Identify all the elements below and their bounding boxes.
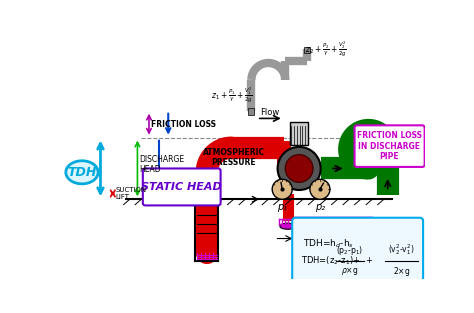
Text: TDH=(z$_2$-z$_1$)+: TDH=(z$_2$-z$_1$)+ [301,254,361,267]
Circle shape [310,179,330,199]
Text: $\rho$$\times$g: $\rho$$\times$g [341,265,359,277]
Text: 2$\times$g: 2$\times$g [393,265,410,278]
Text: ATMOSPHERIC
PRESSURE: ATMOSPHERIC PRESSURE [202,148,265,167]
Text: TDH=h$_d$-h$_s$: TDH=h$_d$-h$_s$ [303,238,354,250]
Text: (v$_2^2$-v$_1^2$): (v$_2^2$-v$_1^2$) [388,242,415,257]
Text: STATIC HEAD: STATIC HEAD [141,182,222,192]
Text: SUCTION
LIFT: SUCTION LIFT [115,187,146,200]
Circle shape [272,179,292,199]
Bar [290,122,309,145]
Ellipse shape [66,161,98,184]
Text: TDH: TDH [67,166,97,179]
Bar [248,108,255,115]
Text: DISCHARGE
HEAD: DISCHARGE HEAD [140,155,185,174]
Text: $z_1+\frac{P_1}{\gamma}+\frac{V_1^2}{2g}$: $z_1+\frac{P_1}{\gamma}+\frac{V_1^2}{2g}… [211,85,253,105]
Text: FRICTION LOSS: FRICTION LOSS [151,120,216,129]
FancyBboxPatch shape [293,218,374,259]
Circle shape [278,147,321,190]
Ellipse shape [280,223,295,229]
Text: FRICTION LOSS
IN DISCHARGE
PIPE: FRICTION LOSS IN DISCHARGE PIPE [357,131,422,161]
Text: (p$_2$-p$_1$): (p$_2$-p$_1$) [337,244,364,257]
FancyBboxPatch shape [355,125,425,167]
Text: p₁: p₁ [277,202,287,212]
Text: FRICTION LOSS
IN SUCTION
PIPE: FRICTION LOSS IN SUCTION PIPE [301,223,366,254]
FancyBboxPatch shape [292,218,423,282]
Text: Flow: Flow [260,108,280,117]
Text: p₂: p₂ [315,202,325,212]
Text: $z_2+\frac{P_2}{\gamma}+\frac{V_2^2}{2g}$: $z_2+\frac{P_2}{\gamma}+\frac{V_2^2}{2g}… [305,39,347,59]
Text: +: + [365,256,372,265]
Circle shape [285,155,313,182]
Bar [304,47,310,53]
FancyBboxPatch shape [143,168,220,205]
